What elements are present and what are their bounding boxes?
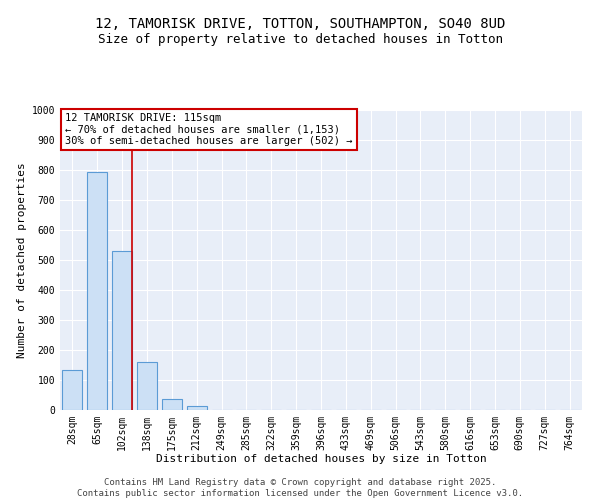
Bar [62,370,82,410]
X-axis label: Distribution of detached houses by size in Totton: Distribution of detached houses by size … [155,454,487,464]
Text: Contains HM Land Registry data © Crown copyright and database right 2025.
Contai: Contains HM Land Registry data © Crown c… [77,478,523,498]
Bar [187,406,206,410]
Text: 12 TAMORISK DRIVE: 115sqm
← 70% of detached houses are smaller (1,153)
30% of se: 12 TAMORISK DRIVE: 115sqm ← 70% of detac… [65,113,353,146]
Y-axis label: Number of detached properties: Number of detached properties [17,162,28,358]
Bar [88,172,107,410]
Text: Size of property relative to detached houses in Totton: Size of property relative to detached ho… [97,32,503,46]
Bar [112,251,132,410]
Bar [162,398,182,410]
Bar [137,362,157,410]
Text: 12, TAMORISK DRIVE, TOTTON, SOUTHAMPTON, SO40 8UD: 12, TAMORISK DRIVE, TOTTON, SOUTHAMPTON,… [95,18,505,32]
